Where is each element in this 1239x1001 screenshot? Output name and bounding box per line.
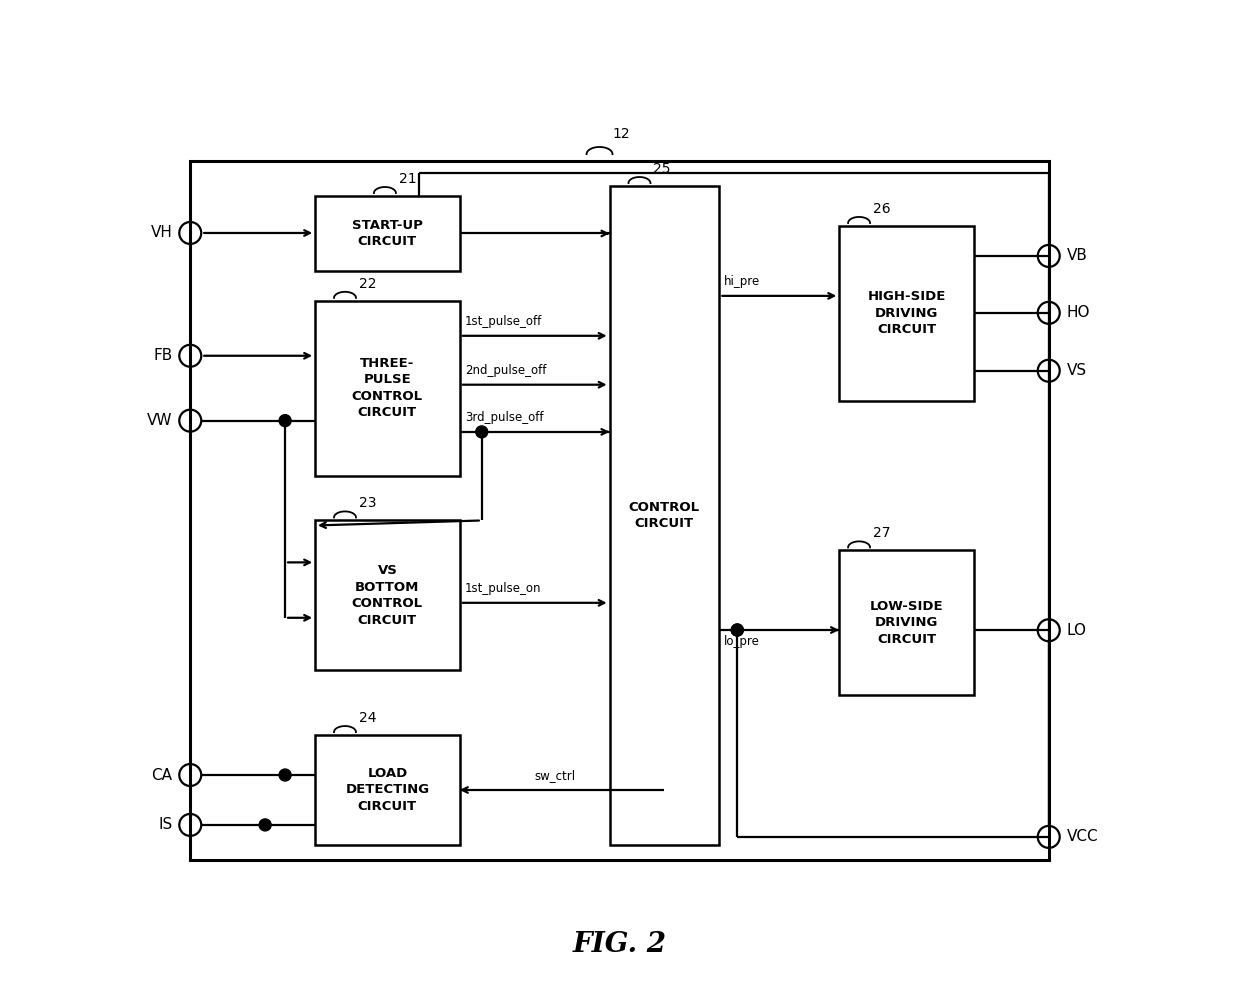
Text: CA: CA	[151, 768, 172, 783]
Text: 23: 23	[359, 496, 377, 511]
Text: sw_ctrl: sw_ctrl	[534, 769, 575, 782]
Text: 21: 21	[399, 172, 416, 186]
Text: 26: 26	[873, 202, 891, 216]
Text: hi_pre: hi_pre	[725, 275, 761, 288]
Text: 25: 25	[653, 162, 672, 176]
Text: 2nd_pulse_off: 2nd_pulse_off	[465, 363, 546, 376]
Text: 1st_pulse_off: 1st_pulse_off	[465, 314, 541, 327]
Circle shape	[279, 769, 291, 781]
Text: 12: 12	[612, 127, 631, 141]
Circle shape	[279, 414, 291, 426]
Text: START-UP
CIRCUIT: START-UP CIRCUIT	[352, 219, 422, 248]
Bar	[315, 521, 460, 671]
Text: VB: VB	[1067, 248, 1088, 263]
Text: FIG. 2: FIG. 2	[572, 931, 667, 958]
Text: LOW-SIDE
DRIVING
CIRCUIT: LOW-SIDE DRIVING CIRCUIT	[870, 600, 943, 646]
Text: HIGH-SIDE
DRIVING
CIRCUIT: HIGH-SIDE DRIVING CIRCUIT	[867, 290, 945, 336]
Circle shape	[731, 624, 743, 636]
Bar	[315, 196, 460, 271]
Text: VH: VH	[150, 225, 172, 240]
Bar	[315, 735, 460, 845]
Text: 3rd_pulse_off: 3rd_pulse_off	[465, 410, 543, 423]
Bar	[839, 226, 974, 400]
Text: IS: IS	[159, 818, 172, 833]
Bar	[839, 551, 974, 695]
Text: 22: 22	[359, 277, 377, 291]
Circle shape	[476, 425, 488, 437]
Circle shape	[259, 819, 271, 831]
Bar	[191, 161, 1048, 860]
Text: 1st_pulse_on: 1st_pulse_on	[465, 582, 541, 595]
Text: 27: 27	[873, 527, 891, 541]
Text: lo_pre: lo_pre	[725, 635, 761, 648]
Text: CONTROL
CIRCUIT: CONTROL CIRCUIT	[629, 500, 700, 531]
Text: 24: 24	[359, 711, 377, 725]
Text: LO: LO	[1067, 623, 1087, 638]
Text: THREE-
PULSE
CONTROL
CIRCUIT: THREE- PULSE CONTROL CIRCUIT	[352, 357, 422, 419]
Text: VCC: VCC	[1067, 830, 1098, 845]
Text: VS
BOTTOM
CONTROL
CIRCUIT: VS BOTTOM CONTROL CIRCUIT	[352, 565, 422, 627]
Circle shape	[731, 624, 743, 636]
Bar	[315, 301, 460, 475]
Text: VW: VW	[146, 413, 172, 428]
Text: VS: VS	[1067, 363, 1087, 378]
Text: FB: FB	[154, 348, 172, 363]
Bar	[610, 186, 720, 845]
Text: HO: HO	[1067, 305, 1090, 320]
Text: LOAD
DETECTING
CIRCUIT: LOAD DETECTING CIRCUIT	[346, 767, 430, 813]
